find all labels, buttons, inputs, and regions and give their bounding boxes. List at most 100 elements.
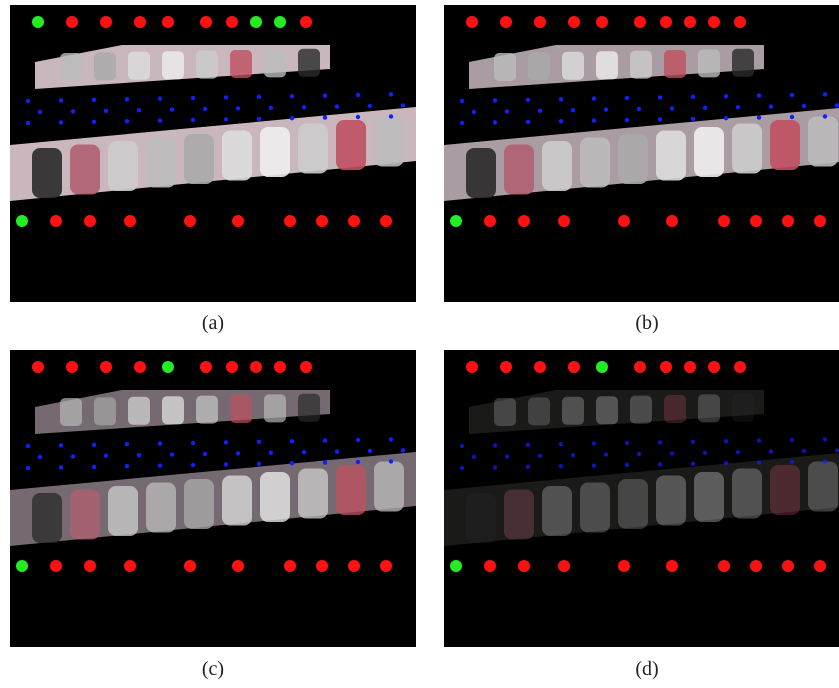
car [466, 148, 496, 198]
marker-dot [756, 93, 762, 98]
marker-dot [91, 442, 97, 447]
marker-dot [822, 437, 828, 442]
marker-dot [525, 97, 531, 103]
marker-dot [789, 92, 795, 98]
car [146, 137, 176, 188]
marker-dot [834, 448, 839, 453]
occupancy-dot [84, 215, 96, 227]
occupancy-dot [16, 215, 28, 227]
car [494, 398, 516, 426]
marker-dot [157, 463, 163, 468]
car [108, 141, 138, 191]
marker-dot [25, 443, 31, 449]
car [694, 472, 724, 522]
occupancy-dot [184, 215, 196, 227]
occupancy-dot [666, 215, 678, 227]
marker-dot [690, 94, 696, 100]
marker-dot [91, 97, 97, 103]
marker-dot [58, 465, 64, 470]
occupancy-dot [660, 16, 672, 28]
marker-dot [591, 463, 597, 468]
marker-dot [735, 450, 741, 455]
marker-dot [355, 92, 361, 98]
occupancy-dot [316, 560, 328, 572]
car [542, 141, 572, 191]
marker-dot [756, 115, 762, 120]
car [128, 396, 150, 425]
car [336, 120, 366, 170]
car [184, 479, 214, 529]
marker-dot [459, 98, 465, 104]
car [196, 50, 218, 79]
occupancy-dot [750, 215, 762, 227]
marker-dot [289, 116, 295, 121]
marker-dot [702, 450, 708, 455]
marker-dot [525, 464, 531, 469]
marker-dot [223, 117, 229, 122]
marker-dot [735, 105, 741, 110]
marker-dot [169, 452, 175, 457]
marker-dot [558, 442, 564, 447]
marker-dot [723, 116, 729, 121]
occupancy-dot [16, 560, 28, 572]
marker-dot [268, 450, 274, 455]
car [230, 50, 252, 78]
car [656, 130, 686, 181]
car [298, 393, 320, 422]
occupancy-dot [718, 560, 730, 572]
car [494, 53, 516, 81]
marker-dot [25, 465, 31, 471]
car [146, 482, 176, 533]
occupancy-dot [450, 560, 462, 572]
occupancy-dot [666, 560, 678, 572]
car [60, 53, 82, 81]
occupancy-dot [782, 560, 794, 572]
occupancy-dot [708, 16, 720, 28]
marker-dot [202, 106, 208, 112]
car [260, 472, 290, 522]
marker-dot [355, 437, 361, 443]
marker-dot [37, 109, 43, 115]
car [162, 51, 184, 80]
marker-dot [322, 115, 328, 120]
car [698, 394, 720, 423]
occupancy-dot [484, 215, 496, 227]
occupancy-dot [162, 361, 174, 373]
car [596, 51, 618, 80]
car [542, 486, 572, 536]
occupancy-dot [558, 215, 570, 227]
occupancy-dot [558, 560, 570, 572]
occupancy-dot [734, 16, 746, 28]
marker-dot [768, 104, 774, 109]
occupancy-dot [380, 560, 392, 572]
car [466, 493, 496, 543]
car [222, 130, 252, 181]
marker-dot [289, 461, 295, 466]
occupancy-dot [782, 215, 794, 227]
car [528, 52, 550, 81]
marker-dot [591, 96, 597, 101]
occupancy-dot [708, 361, 720, 373]
occupancy-dot [300, 16, 312, 28]
car [162, 396, 184, 425]
marker-dot [235, 451, 241, 456]
marker-dot [723, 94, 729, 99]
occupancy-dot [596, 16, 608, 28]
occupancy-dot [124, 215, 136, 227]
occupancy-dot [684, 16, 696, 28]
car [128, 51, 150, 80]
marker-dot [91, 119, 97, 125]
parking-strip [444, 453, 839, 546]
panel-c [10, 350, 416, 647]
car [664, 50, 686, 78]
marker-dot [157, 118, 163, 123]
marker-dot [834, 103, 839, 108]
occupancy-dot [162, 16, 174, 28]
occupancy-dot [596, 361, 608, 373]
marker-dot [256, 461, 262, 466]
marker-dot [157, 96, 163, 101]
marker-dot [822, 114, 828, 119]
occupancy-dot [634, 361, 646, 373]
car [504, 489, 534, 540]
